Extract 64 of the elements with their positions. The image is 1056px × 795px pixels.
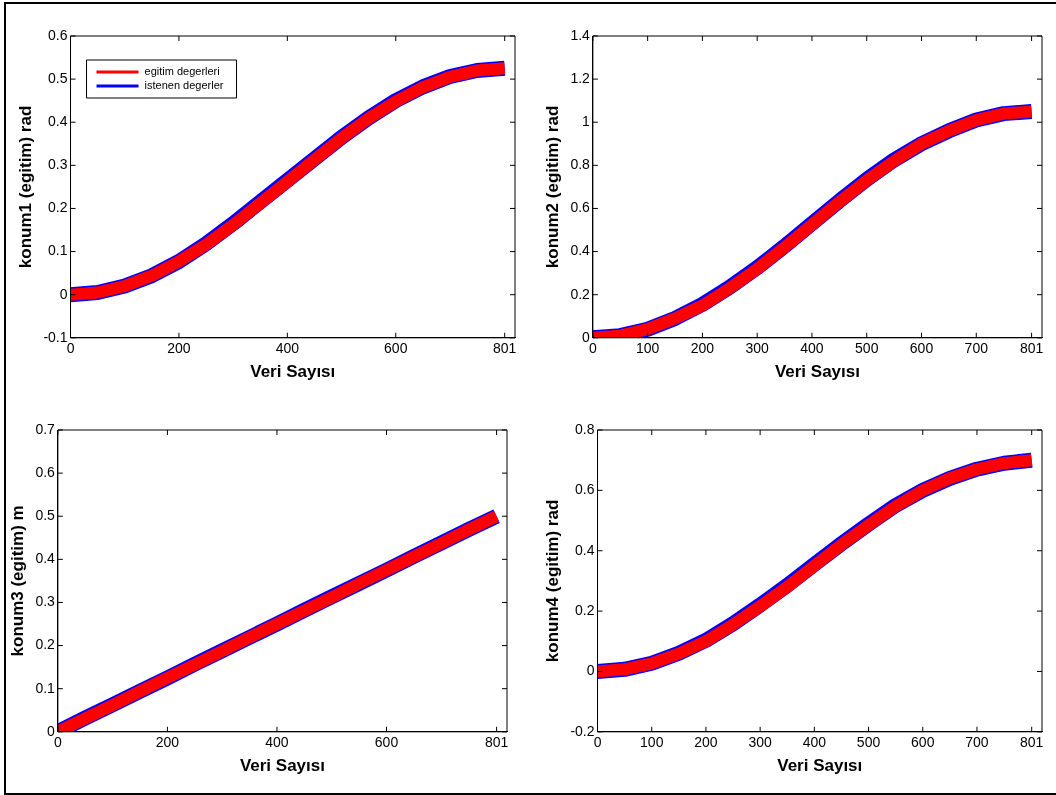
legend-label: istenen degerler xyxy=(144,79,224,92)
y-tick-label: 0.8 xyxy=(575,420,595,437)
y-tick-label: 0.2 xyxy=(575,601,595,618)
y-tick-label: 0.3 xyxy=(48,156,68,173)
y-tick-label: 0.2 xyxy=(570,285,591,302)
y-tick-label: 0.3 xyxy=(35,593,56,610)
x-axis-title: Veri Sayısı xyxy=(774,362,860,382)
x-tick-label: 700 xyxy=(964,340,989,357)
x-tick-label: 600 xyxy=(911,734,935,751)
x-axis-title: Veri Sayısı xyxy=(239,756,325,776)
x-tick-label: 400 xyxy=(275,340,300,357)
x-tick-label: 500 xyxy=(855,340,879,357)
y-tick-label: 0.6 xyxy=(48,26,68,43)
y-tick-label: 0.8 xyxy=(570,156,591,173)
y-tick-label: 0 xyxy=(582,328,591,345)
x-tick-label: 801 xyxy=(1019,340,1044,357)
x-tick-label: 300 xyxy=(745,340,770,357)
x-tick-label: 600 xyxy=(384,340,408,357)
x-tick-label: 300 xyxy=(748,734,773,751)
y-tick-label: 0.6 xyxy=(575,481,595,498)
x-tick-label: 801 xyxy=(1020,734,1044,751)
y-tick-label: 1 xyxy=(582,113,591,130)
y-tick-label: 0.4 xyxy=(570,242,591,259)
x-tick-label: 500 xyxy=(856,734,881,751)
x-tick-label: 400 xyxy=(802,734,827,751)
x-axis-title: Veri Sayısı xyxy=(777,756,863,776)
y-tick-label: 0 xyxy=(59,285,68,302)
y-tick-label: 0 xyxy=(47,722,56,739)
y-axis-title: konum1 (egitim) rad xyxy=(15,105,35,269)
y-tick-label: -0.1 xyxy=(43,328,68,345)
x-tick-label: 100 xyxy=(635,340,660,357)
x-tick-label: 600 xyxy=(909,340,934,357)
legend-label: egitim degerleri xyxy=(144,65,220,78)
x-tick-label: 400 xyxy=(800,340,824,357)
y-tick-label: 0.4 xyxy=(48,113,68,130)
y-tick-label: -0.2 xyxy=(570,722,595,739)
y-axis-title: konum3 (egitim) m xyxy=(7,505,27,657)
x-tick-label: 200 xyxy=(167,340,191,357)
y-tick-label: 0.4 xyxy=(575,541,595,558)
x-tick-label: 200 xyxy=(155,734,180,751)
y-tick-label: 0 xyxy=(586,662,595,679)
y-tick-label: 0.7 xyxy=(35,420,56,437)
y-tick-label: 0.5 xyxy=(35,507,56,524)
y-axis-title: konum2 (egitim) rad xyxy=(542,105,562,269)
x-tick-label: 801 xyxy=(484,734,509,751)
x-tick-label: 400 xyxy=(265,734,289,751)
y-axis-title: konum4 (egitim) rad xyxy=(542,499,562,663)
x-tick-label: 200 xyxy=(694,734,718,751)
x-tick-label: 600 xyxy=(374,734,399,751)
y-tick-label: 1.2 xyxy=(570,69,591,86)
y-tick-label: 0.5 xyxy=(48,69,68,86)
x-tick-label: 200 xyxy=(690,340,715,357)
y-tick-label: 1.4 xyxy=(570,26,591,43)
y-tick-label: 0.6 xyxy=(570,199,591,216)
x-axis-title: Veri Sayısı xyxy=(250,362,336,382)
y-tick-label: 0.2 xyxy=(35,636,56,653)
y-tick-label: 0.6 xyxy=(35,463,56,480)
y-tick-label: 0.2 xyxy=(48,199,68,216)
x-tick-label: 801 xyxy=(493,340,517,357)
y-tick-label: 0.4 xyxy=(35,550,56,567)
x-tick-label: 100 xyxy=(640,734,664,751)
y-tick-label: 0.1 xyxy=(35,679,56,696)
y-tick-label: 0.1 xyxy=(48,242,68,259)
x-tick-label: 700 xyxy=(965,734,989,751)
